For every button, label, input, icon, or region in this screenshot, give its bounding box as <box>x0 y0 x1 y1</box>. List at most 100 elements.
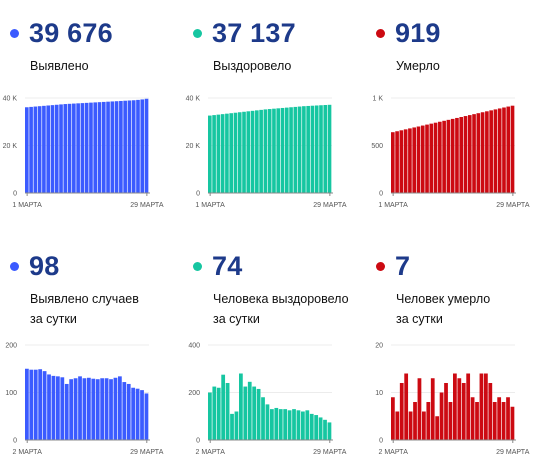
bar <box>208 392 212 440</box>
stat-label-line: Выздоровело <box>213 59 292 73</box>
bar <box>435 416 440 440</box>
bar <box>212 386 217 440</box>
bar <box>54 104 59 193</box>
bar <box>274 407 279 440</box>
x-tick-label: 29 МАРТА <box>313 202 347 209</box>
bar <box>243 386 248 440</box>
bar <box>246 111 251 193</box>
bar <box>484 373 488 440</box>
stat-label-line: за сутки <box>396 312 443 326</box>
bar <box>38 369 43 440</box>
bar <box>259 109 263 194</box>
bar <box>110 101 115 193</box>
panel-recovered-daily: 74 Человека выздоровело за сутки 0 200 400… <box>183 233 366 466</box>
bar <box>261 397 265 440</box>
bar <box>95 379 100 440</box>
bar <box>446 119 451 193</box>
bar <box>131 387 136 440</box>
stat-label: Умерло <box>396 56 546 76</box>
chart-deaths-daily: 0 10 20 2 МАРТА 29 МАРТА <box>375 343 530 457</box>
chart-deaths-total: 0 500 1 K 1 МАРТА 29 МАРТА <box>371 96 530 210</box>
y-tick-label: 1 K <box>372 96 383 103</box>
bar <box>230 413 234 441</box>
bar <box>314 105 319 193</box>
bar <box>104 378 109 440</box>
bar <box>497 397 502 440</box>
dot-icon <box>376 261 385 271</box>
x-tick-label: 2 МАРТА <box>195 449 225 456</box>
bar <box>119 100 123 193</box>
bar <box>63 104 68 193</box>
bar <box>216 387 221 440</box>
stat: 98 <box>10 249 59 283</box>
bar <box>472 114 476 193</box>
dot-icon <box>10 28 19 38</box>
bar <box>216 114 221 194</box>
bar <box>439 392 444 440</box>
y-tick-label: 20 K <box>186 143 201 150</box>
bar <box>59 104 63 193</box>
bar <box>278 409 283 441</box>
y-tick-label: 40 K <box>3 96 18 103</box>
bar <box>455 117 459 193</box>
bar <box>408 411 413 440</box>
bar <box>144 98 149 193</box>
x-tick-label: 29 МАРТА <box>130 202 164 209</box>
bar <box>510 406 515 440</box>
bar <box>25 368 29 440</box>
bar <box>46 105 51 193</box>
y-tick-label: 0 <box>379 191 383 198</box>
y-tick-label: 500 <box>371 143 383 150</box>
stat: 7 <box>376 249 410 283</box>
stat-label-line: за сутки <box>30 312 77 326</box>
bar <box>144 393 149 440</box>
bar <box>302 106 306 193</box>
bar <box>404 373 409 440</box>
bar <box>403 129 408 193</box>
bar <box>123 100 127 193</box>
bar <box>429 123 434 193</box>
chart-recovered-total: 0 20 K 40 K 1 МАРТА 29 МАРТА <box>186 96 347 210</box>
bar <box>408 128 412 193</box>
bar <box>33 106 38 193</box>
bar <box>301 411 305 440</box>
x-tick-label: 1 МАРТА <box>195 202 225 209</box>
bar <box>113 377 118 440</box>
bar <box>305 410 310 440</box>
bar <box>234 411 239 440</box>
bar <box>319 105 323 193</box>
bar <box>37 106 42 193</box>
bar <box>395 411 400 440</box>
x-tick-label: 29 МАРТА <box>313 449 347 456</box>
stat-label-line: Человека выздоровело <box>213 292 349 306</box>
bar <box>280 107 285 193</box>
y-tick-label: 0 <box>13 438 17 445</box>
bar <box>292 409 296 441</box>
x-tick-label: 29 МАРТА <box>496 202 530 209</box>
stat: 74 <box>193 249 242 283</box>
bar <box>255 110 259 193</box>
bar <box>448 402 453 440</box>
x-tick-label: 1 МАРТА <box>12 202 42 209</box>
bar <box>323 105 328 193</box>
bar <box>420 125 425 193</box>
bar <box>100 378 105 440</box>
bar <box>122 382 127 440</box>
bar <box>475 402 479 440</box>
bar <box>56 376 60 440</box>
bar <box>89 102 93 193</box>
stat-label-line: Выявлено случаев <box>30 292 139 306</box>
bar <box>459 117 464 193</box>
dot-icon <box>193 28 202 38</box>
bar <box>502 107 506 193</box>
bar <box>297 106 302 193</box>
stat-value: 39 676 <box>29 18 113 48</box>
bar <box>25 107 29 193</box>
bar <box>287 410 292 440</box>
dot-icon <box>10 261 19 271</box>
bar <box>489 110 493 193</box>
x-tick-label: 29 МАРТА <box>130 449 164 456</box>
bar <box>272 108 276 193</box>
bar <box>256 388 261 440</box>
bar <box>416 126 421 193</box>
